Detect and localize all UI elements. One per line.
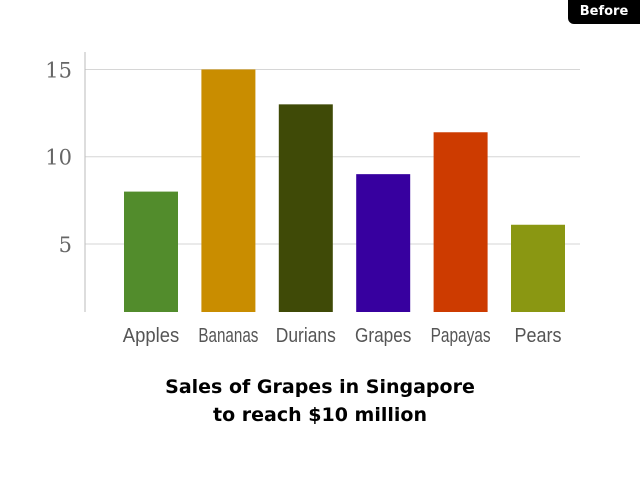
x-tick-label-grapes: Grapes [355, 325, 411, 347]
chart-caption: Sales of Grapes in Singapore to reach $1… [0, 373, 640, 429]
x-tick-label-apples: Apples [123, 325, 179, 347]
bars [124, 69, 565, 312]
x-tick-label-durians: Durians [276, 325, 336, 347]
before-badge: Before [568, 0, 640, 24]
x-tick-label-papayas: Papayas [431, 325, 491, 347]
caption-line-1: Sales of Grapes in Singapore [165, 376, 475, 398]
x-tick-label-pears: Pears [515, 325, 562, 347]
y-tick-label: 5 [59, 233, 72, 257]
bar-durians [278, 104, 333, 312]
y-tick-label: 10 [45, 146, 72, 170]
y-tick-label: 15 [45, 58, 72, 82]
x-axis-labels: Apples Bananas Durians Grapes Papayas Pears [123, 325, 562, 347]
bar-grapes [356, 174, 411, 312]
y-axis-ticks: 5 10 15 [45, 58, 72, 256]
bar-bananas [201, 69, 256, 312]
bar-papayas [433, 132, 488, 312]
bar-apples [124, 191, 178, 312]
bar-pears [511, 224, 565, 312]
bar-chart: 5 10 15 Apples Bananas Durians Grapes Papayas P… [45, 52, 580, 347]
caption-line-2: to reach $10 million [213, 404, 427, 426]
x-tick-label-bananas: Bananas [198, 325, 258, 347]
